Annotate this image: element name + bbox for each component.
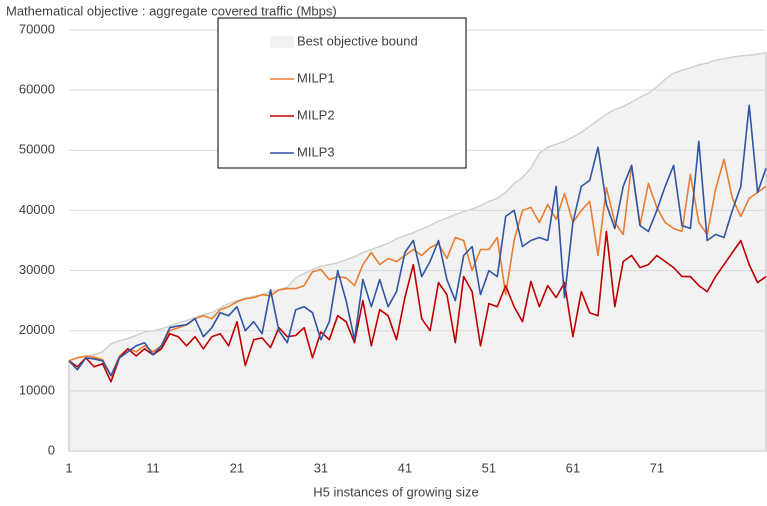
line [68,230,767,383]
legend-swatch [270,36,294,48]
x-tick-label: 61 [566,460,580,475]
y-tick-label: 20000 [19,322,55,337]
legend-box [217,17,467,169]
chart-title: Mathematical objective : aggregate cover… [6,3,337,18]
y-tick-label: 0 [48,442,55,457]
x-tick-label: 71 [650,460,664,475]
line [68,104,767,377]
legend-label: MILP3 [297,144,335,159]
line-layer [68,104,767,383]
x-tick-label: 1 [65,460,72,475]
legend: Best objective bound MILP1 MILP2 MILP3 [217,17,467,169]
x-tick-label: 21 [230,460,244,475]
y-tick-label: 10000 [19,382,55,397]
y-tick-label: 40000 [19,202,55,217]
x-tick-label: 31 [314,460,328,475]
legend-label: MILP2 [297,107,335,122]
legend-label: Best objective bound [297,33,418,48]
y-tick-label: 30000 [19,262,55,277]
x-axis-label: H5 instances of growing size [313,484,478,499]
y-tick-label: 70000 [19,21,55,36]
x-tick-label: 51 [482,460,496,475]
x-tick-label: 11 [146,460,160,475]
y-tick-label: 60000 [19,82,55,97]
y-tick-label: 50000 [19,142,55,157]
legend-label: MILP1 [297,70,335,85]
x-tick-label: 41 [398,460,412,475]
